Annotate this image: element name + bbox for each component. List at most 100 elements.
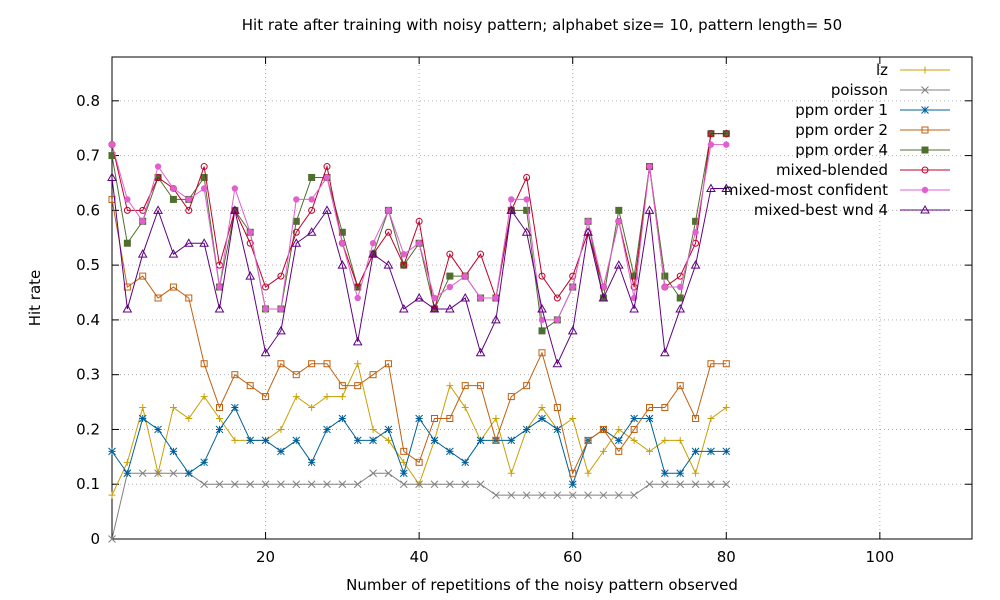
data-point <box>553 425 562 434</box>
data-point <box>600 283 607 291</box>
data-point <box>646 447 653 455</box>
data-point <box>185 196 192 203</box>
data-point <box>108 152 116 160</box>
data-point <box>477 382 485 390</box>
data-point <box>415 480 423 489</box>
data-point <box>507 393 515 401</box>
data-point <box>369 371 377 379</box>
data-point <box>246 382 254 390</box>
data-point <box>384 228 392 236</box>
data-point <box>645 414 654 423</box>
data-point <box>308 196 315 203</box>
data-point <box>661 272 669 280</box>
data-point <box>353 480 362 489</box>
data-point <box>292 228 300 236</box>
series-ppm-order-4 <box>108 130 730 335</box>
data-point <box>200 360 208 368</box>
data-point <box>183 238 194 247</box>
data-point <box>369 425 377 433</box>
data-point <box>615 447 623 455</box>
legend-entry: lz <box>876 61 950 79</box>
data-point <box>369 240 377 247</box>
data-point <box>262 283 270 291</box>
data-point <box>139 218 146 225</box>
data-point <box>692 217 700 225</box>
data-point <box>199 238 210 247</box>
data-point <box>446 382 454 390</box>
data-point <box>200 480 208 489</box>
legend-marker <box>921 106 929 114</box>
legend-label: poisson <box>831 81 888 99</box>
data-point <box>692 469 700 477</box>
legend-entry: poisson <box>831 81 950 99</box>
data-point <box>584 218 592 225</box>
data-point <box>262 393 270 401</box>
data-point <box>138 414 147 423</box>
data-point <box>707 130 715 138</box>
data-point <box>231 403 239 412</box>
data-point <box>292 371 300 379</box>
y-axis-label: Hit rate <box>26 270 44 327</box>
data-point <box>691 480 700 489</box>
legend-marker <box>921 166 929 174</box>
data-point <box>215 480 224 489</box>
data-point <box>168 249 179 258</box>
data-point <box>307 458 316 467</box>
data-point <box>108 447 116 456</box>
data-point <box>646 404 653 412</box>
data-point <box>277 272 285 280</box>
data-point <box>630 272 638 280</box>
data-point <box>492 294 500 302</box>
data-point <box>569 283 576 291</box>
data-point <box>661 404 669 412</box>
data-point <box>691 447 700 456</box>
data-point <box>584 491 592 500</box>
data-point <box>722 130 730 138</box>
data-point <box>261 480 270 489</box>
data-point <box>707 360 715 368</box>
data-point <box>414 292 425 302</box>
data-point <box>231 436 239 444</box>
data-point <box>308 360 316 368</box>
data-point <box>231 371 239 379</box>
legend-label: ppm order 2 <box>795 121 888 139</box>
data-point <box>722 447 731 456</box>
data-point <box>368 249 378 258</box>
data-point <box>461 382 469 390</box>
data-point <box>216 283 223 291</box>
data-point <box>567 325 578 335</box>
series-line-ppm-order-2 <box>111 199 727 475</box>
data-point <box>477 294 484 302</box>
data-point <box>323 163 331 171</box>
data-point <box>415 240 423 247</box>
data-point <box>583 227 593 236</box>
data-point <box>461 404 469 412</box>
data-point <box>462 272 469 280</box>
data-point <box>399 480 408 489</box>
data-point <box>676 480 685 489</box>
data-point <box>568 491 577 500</box>
legend: lz poisson ppm order 1 ppm order 2 ppm order… <box>724 61 950 219</box>
data-point <box>614 491 623 500</box>
data-point <box>431 294 438 302</box>
data-point <box>476 436 485 445</box>
data-point <box>690 260 701 269</box>
data-point <box>507 491 516 500</box>
data-point <box>261 436 270 445</box>
data-point <box>184 469 193 478</box>
data-point <box>383 260 394 269</box>
data-point <box>323 425 331 434</box>
data-point <box>338 393 346 401</box>
legend-entry: ppm order 2 <box>795 121 950 139</box>
data-point <box>646 163 653 170</box>
data-point <box>692 415 700 422</box>
data-point <box>398 303 409 313</box>
data-point <box>446 250 454 258</box>
data-point <box>446 447 454 456</box>
data-point <box>446 272 454 280</box>
data-point <box>446 415 454 422</box>
data-point <box>508 196 515 203</box>
data-point <box>277 425 285 433</box>
data-point <box>722 360 730 368</box>
data-point <box>338 414 347 423</box>
